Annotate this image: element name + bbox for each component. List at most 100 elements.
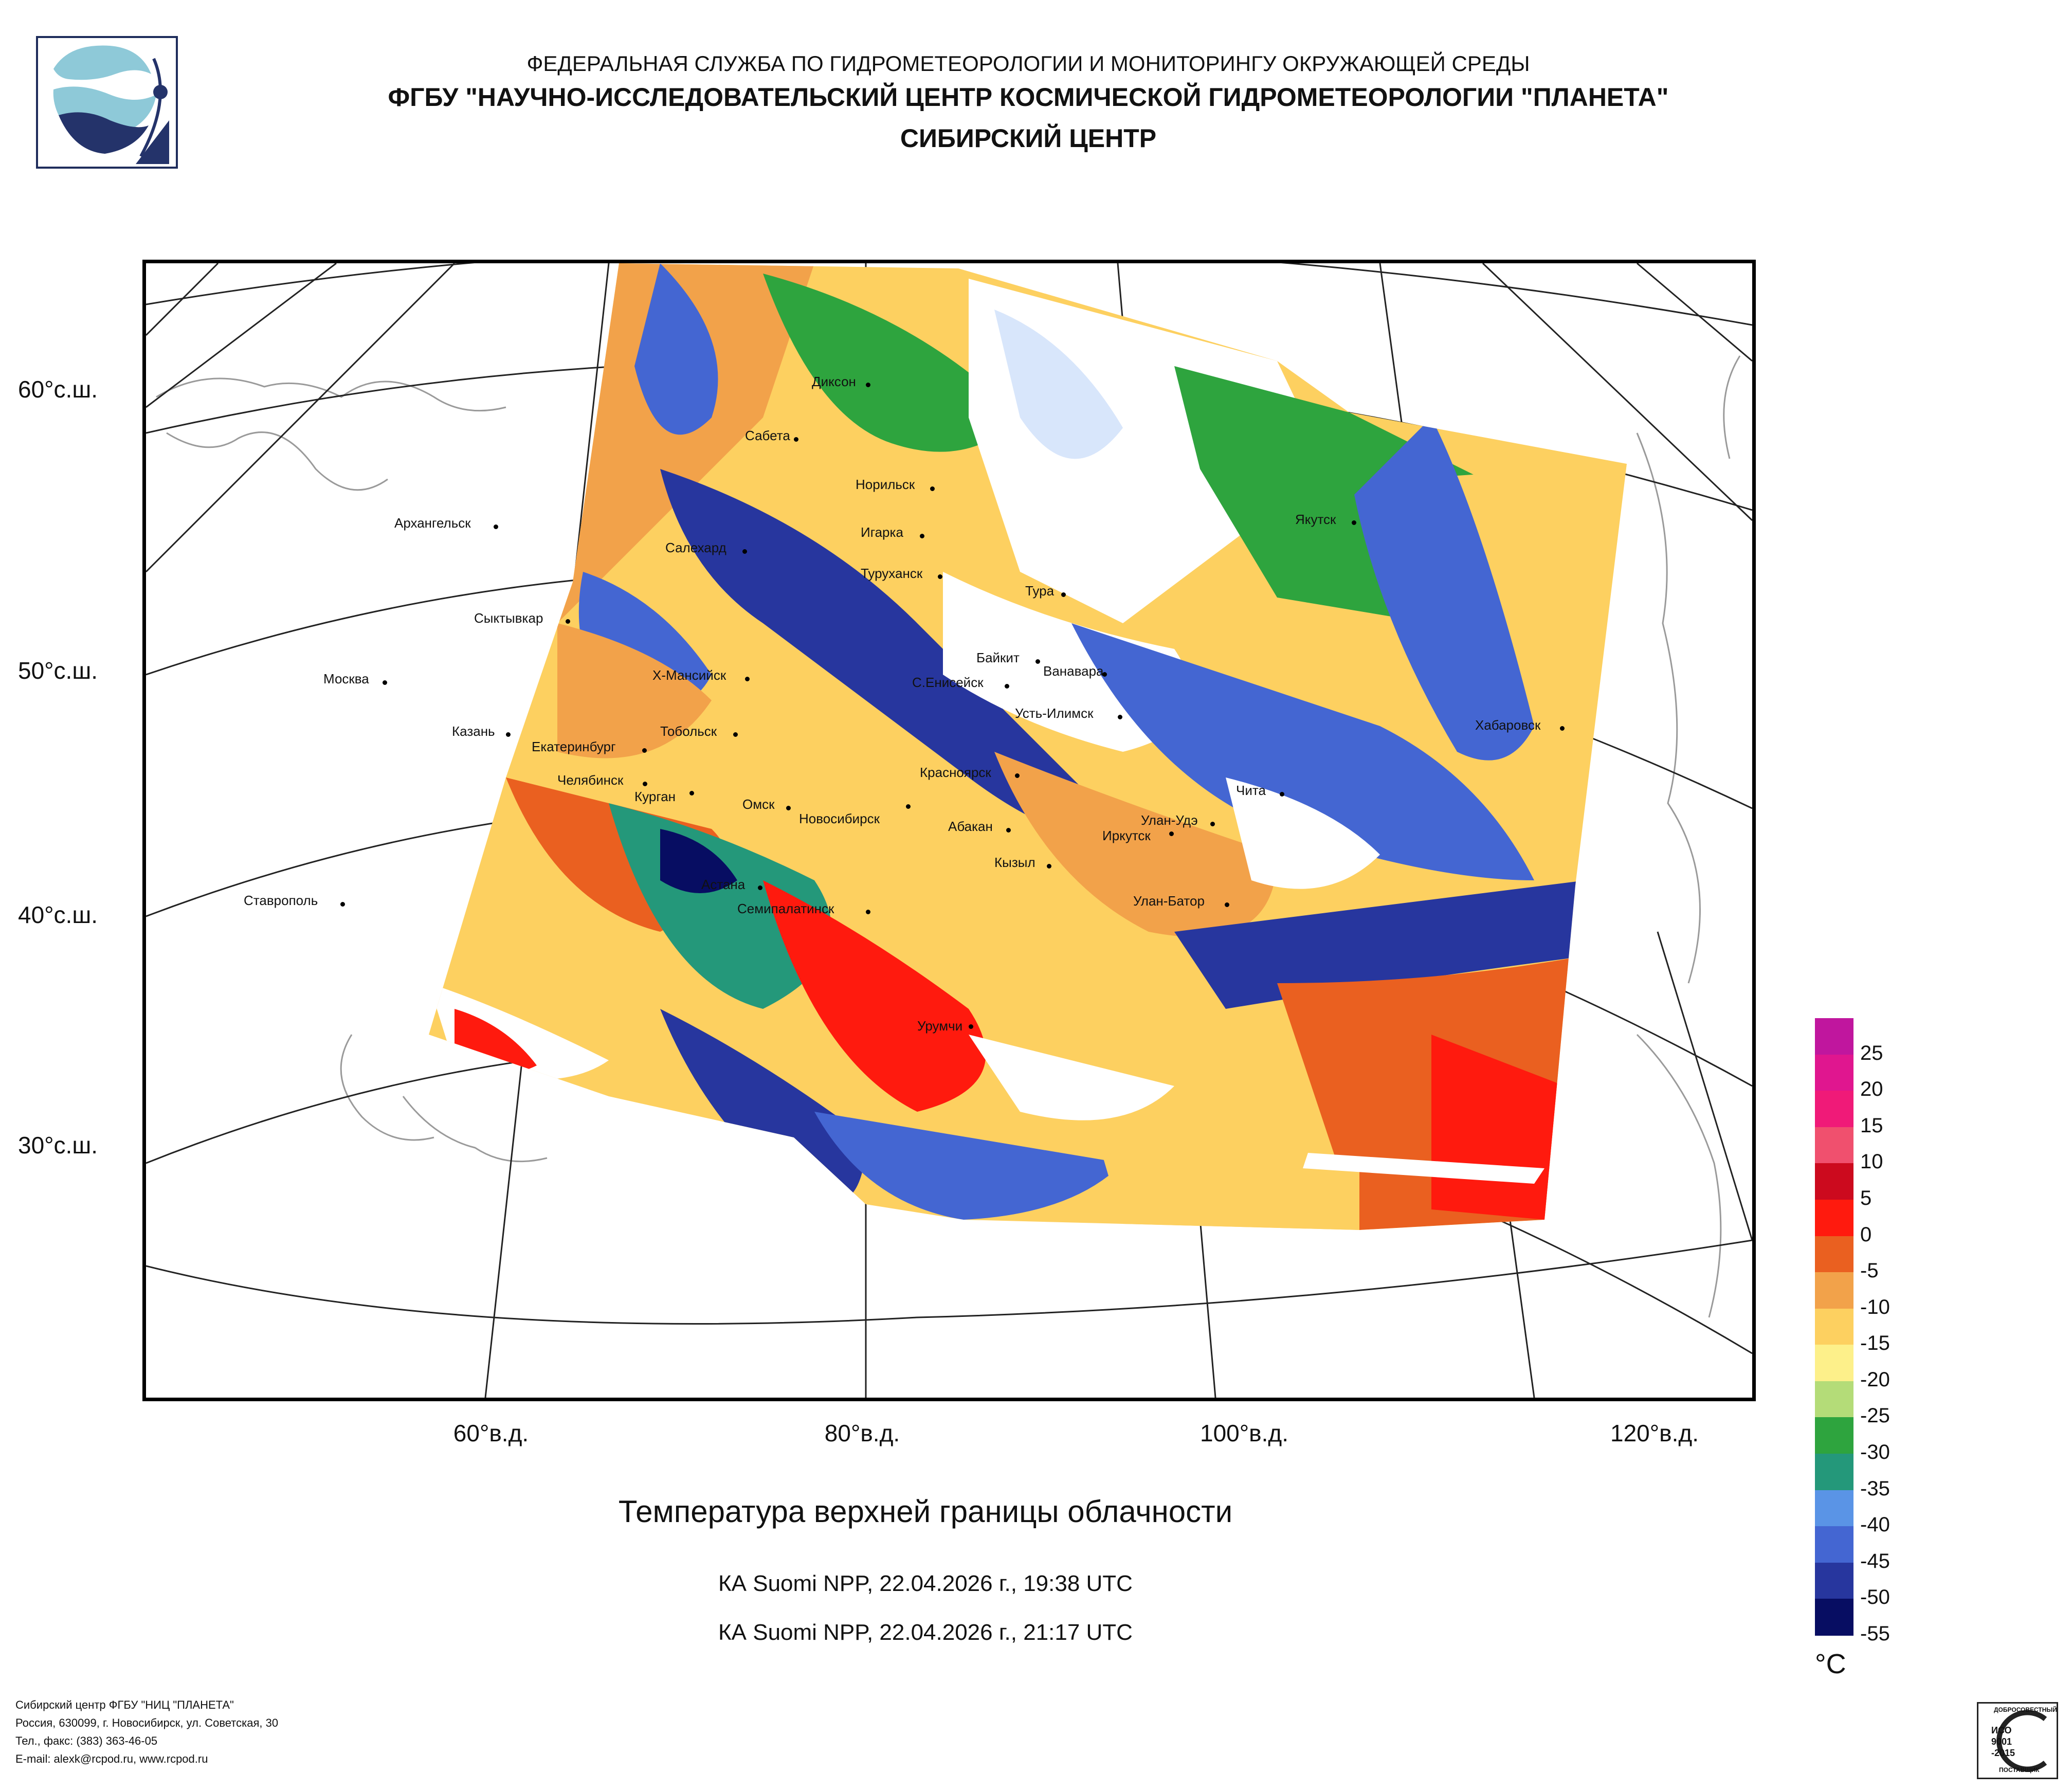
city-label: Омск	[742, 797, 775, 812]
center-title: СИБИРСКИЙ ЦЕНТР	[900, 124, 1157, 153]
city-label: Москва	[323, 671, 369, 686]
city-label: Якутск	[1295, 512, 1336, 527]
institute-title: ФГБУ "НАУЧНО-ИССЛЕДОВАТЕЛЬСКИЙ ЦЕНТР КОС…	[388, 83, 1669, 112]
city-label: Тура	[1025, 583, 1055, 599]
temperature-color-scale	[1815, 1018, 1853, 1636]
city-dot	[1210, 822, 1215, 826]
legend-color-band	[1815, 1163, 1853, 1200]
legend-color-band	[1815, 1490, 1853, 1527]
city-dot	[506, 732, 511, 737]
city-label: Ванавара	[1043, 663, 1104, 679]
city-label: Красноярск	[920, 765, 991, 780]
legend-tick-label: 10	[1860, 1150, 1883, 1173]
legend-tick-label: -20	[1860, 1368, 1890, 1391]
city-label: Усть-Илимск	[1015, 705, 1094, 721]
city-label: Абакан	[948, 819, 993, 834]
city-dot	[1035, 659, 1040, 664]
legend-color-band	[1815, 1199, 1853, 1237]
city-dot	[1102, 672, 1107, 677]
legend-tick-label: 0	[1860, 1223, 1872, 1246]
city-dot	[643, 782, 647, 786]
city-dot	[969, 1024, 973, 1029]
city-label: Туруханск	[861, 566, 923, 581]
latitude-label: 50°с.ш.	[18, 657, 98, 684]
city-label: Астана	[701, 877, 746, 892]
legend-tick-label: 25	[1860, 1041, 1883, 1064]
city-label: Иркутск	[1102, 828, 1151, 843]
city-dot	[1352, 520, 1356, 525]
city-label: Салехард	[665, 540, 726, 555]
city-label: Челябинск	[557, 772, 624, 788]
city-label: Улан-Удэ	[1141, 812, 1198, 828]
pass-1-info: КА Suomi NPP, 22.04.2026 г., 19:38 UTC	[718, 1571, 1133, 1596]
agency-title: ФЕДЕРАЛЬНАЯ СЛУЖБА ПО ГИДРОМЕТЕОРОЛОГИИ …	[526, 51, 1530, 76]
city-dot	[1280, 792, 1284, 797]
longitude-label: 100°в.д.	[1200, 1420, 1288, 1446]
legend-color-band	[1815, 1272, 1853, 1309]
legend-color-band	[1815, 1018, 1853, 1055]
longitude-label: 120°в.д.	[1610, 1420, 1699, 1446]
city-dot	[1047, 864, 1051, 869]
footer-email: E-mail: alexk@rcpod.ru, www.rcpod.ru	[15, 1752, 208, 1765]
iso-year: -2015	[1991, 1748, 2015, 1758]
planeta-logo-icon	[53, 45, 169, 164]
city-dot	[742, 549, 747, 554]
city-dot	[745, 677, 750, 681]
city-dot	[758, 885, 762, 890]
city-label: Новосибирск	[799, 811, 880, 826]
city-label: Архангельск	[394, 515, 471, 531]
legend-color-band	[1815, 1127, 1853, 1164]
city-label: Игарка	[861, 524, 903, 540]
latitude-label: 60°с.ш.	[18, 376, 98, 403]
legend-color-band	[1815, 1236, 1853, 1273]
city-label: Улан-Батор	[1133, 893, 1205, 909]
legend-color-band	[1815, 1381, 1853, 1418]
city-dot	[1225, 902, 1229, 907]
city-dot	[906, 804, 911, 809]
pass-2-info: КА Suomi NPP, 22.04.2026 г., 21:17 UTC	[718, 1620, 1133, 1645]
latitude-label: 30°с.ш.	[18, 1132, 98, 1159]
legend-tick-label: -10	[1860, 1295, 1890, 1318]
legend-color-band	[1815, 1417, 1853, 1455]
city-label: Екатеринбург	[532, 739, 616, 754]
map-title: Температура верхней границы облачности	[618, 1494, 1233, 1529]
planeta-logo	[36, 36, 178, 169]
city-label: Норильск	[856, 477, 915, 492]
coastlines	[156, 355, 1741, 1318]
satellite-map[interactable]: Диксон Сабета Норильск Игарка Салехард Т…	[142, 260, 1756, 1401]
city-label: Курган	[634, 789, 676, 804]
city-dot	[866, 383, 870, 387]
city-dot	[794, 437, 798, 442]
city-label: Тобольск	[660, 723, 717, 739]
city-dot	[689, 791, 694, 795]
legend-tick-label: -55	[1860, 1622, 1890, 1645]
legend-color-band	[1815, 1454, 1853, 1491]
iso-text: ИСО	[1991, 1725, 2012, 1735]
legend-color-band	[1815, 1054, 1853, 1092]
legend-tick-label: -25	[1860, 1404, 1890, 1427]
legend-tick-label: -15	[1860, 1332, 1890, 1355]
iso-top-text: ДОБРОСОВЕСТНЫЙ	[1994, 1706, 2057, 1713]
latitude-label: 40°с.ш.	[18, 901, 98, 928]
legend-tick-label: -5	[1860, 1259, 1879, 1282]
legend-tick-label: -30	[1860, 1441, 1890, 1464]
footer-phone: Тел., факс: (383) 363-46-05	[15, 1734, 158, 1747]
city-dot	[340, 902, 345, 907]
city-dot	[938, 574, 942, 579]
city-label: Ставрополь	[244, 893, 318, 908]
city-dot	[1560, 726, 1565, 731]
city-dot	[866, 910, 870, 914]
legend-tick-label: -50	[1860, 1586, 1890, 1609]
city-dot	[1015, 773, 1020, 778]
legend-tick-label: -40	[1860, 1513, 1890, 1536]
city-dot	[642, 748, 647, 753]
footer-org: Сибирский центр ФГБУ "НИЦ "ПЛАНЕТА"	[15, 1698, 234, 1711]
iso-c-icon	[1996, 1710, 2047, 1772]
city-label: Байкит	[976, 650, 1020, 665]
legend-color-band	[1815, 1599, 1853, 1636]
city-label: Казань	[452, 723, 495, 739]
city-dot	[1118, 715, 1122, 719]
city-label: Семипалатинск	[737, 901, 834, 916]
legend-color-band	[1815, 1345, 1853, 1382]
city-dot	[1005, 684, 1009, 689]
